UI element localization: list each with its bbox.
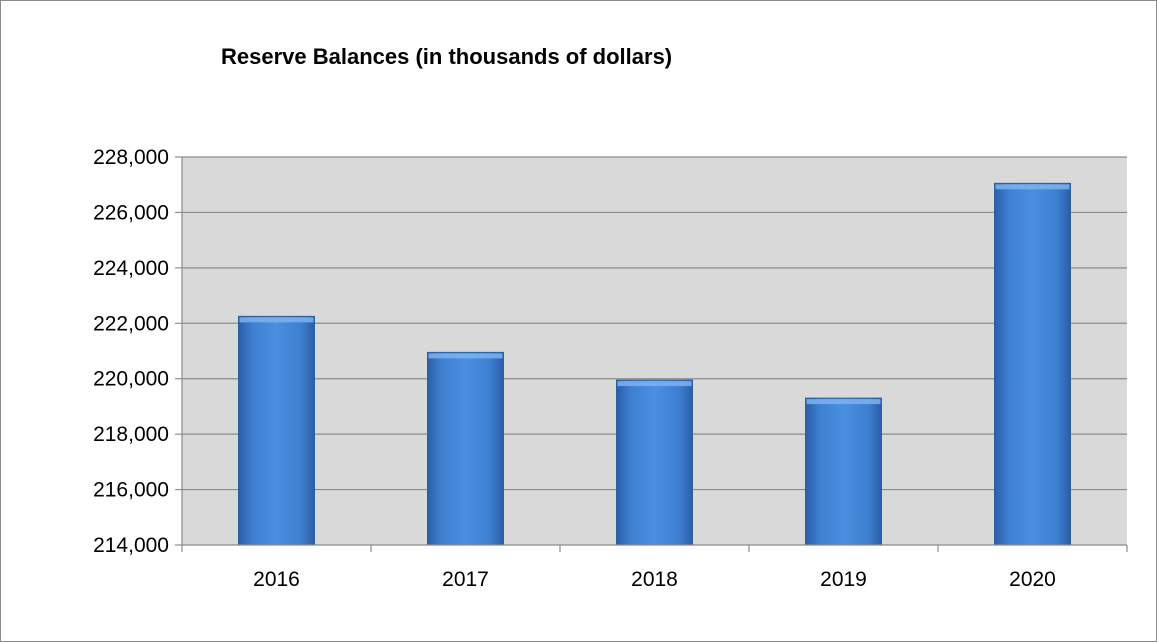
bar bbox=[616, 379, 693, 546]
x-tick-label: 2020 bbox=[1009, 568, 1056, 591]
bar-2018 bbox=[616, 379, 693, 546]
bar-2017 bbox=[427, 351, 504, 546]
bar-highlight bbox=[806, 399, 881, 405]
bar bbox=[427, 351, 504, 546]
y-tick-label: 224,000 bbox=[93, 257, 169, 280]
y-tick-labels: 214,000 216,000 218,000 220,000 222,000 224,0… bbox=[93, 146, 169, 557]
y-tick-label: 218,000 bbox=[93, 423, 169, 446]
y-tick-label: 226,000 bbox=[93, 201, 169, 224]
x-tick-labels: 2016 2017 2018 2019 2020 bbox=[253, 568, 1056, 591]
bars bbox=[238, 182, 1071, 546]
y-tick-label: 228,000 bbox=[93, 146, 169, 169]
y-tick-label: 220,000 bbox=[93, 368, 169, 391]
bar-highlight bbox=[239, 317, 314, 323]
bar bbox=[238, 315, 315, 546]
gridlines bbox=[182, 156, 1127, 491]
bar-2019 bbox=[805, 397, 882, 546]
y-tick-label: 216,000 bbox=[93, 479, 169, 502]
chart-title: Reserve Balances (in thousands of dollar… bbox=[221, 44, 673, 69]
y-tick-label: 222,000 bbox=[93, 312, 169, 335]
x-tick-label: 2018 bbox=[631, 568, 678, 591]
bar-highlight bbox=[995, 184, 1070, 190]
x-tick-label: 2016 bbox=[253, 568, 300, 591]
x-tick-label: 2017 bbox=[442, 568, 489, 591]
bar-highlight bbox=[617, 381, 692, 387]
bar-2016 bbox=[238, 315, 315, 546]
bar-2020 bbox=[994, 182, 1071, 546]
bar bbox=[805, 397, 882, 546]
axes bbox=[175, 156, 1128, 552]
bar-highlight bbox=[428, 353, 503, 359]
y-tick-label: 214,000 bbox=[93, 534, 169, 557]
bar bbox=[994, 182, 1071, 546]
x-tick-label: 2019 bbox=[820, 568, 867, 591]
